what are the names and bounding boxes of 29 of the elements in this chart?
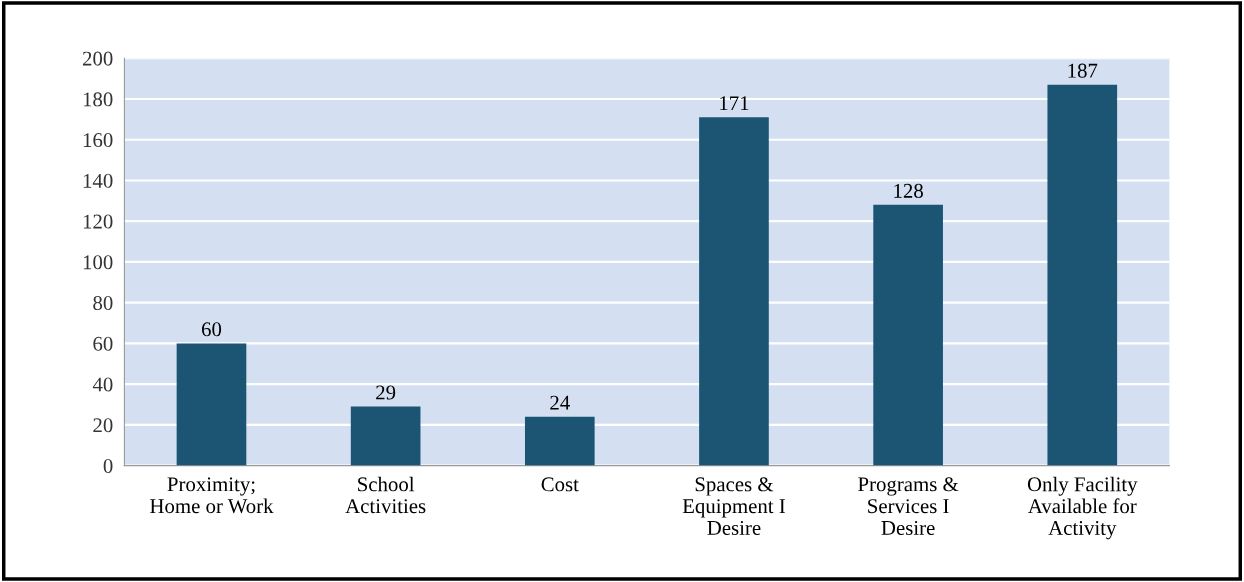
bar <box>873 204 943 466</box>
y-tick-label: 20 <box>93 418 113 433</box>
x-tick-label: Proximity; Home or Work <box>150 477 274 514</box>
bar <box>699 117 769 466</box>
y-tick-label: 120 <box>83 214 113 229</box>
data-label: 29 <box>376 385 396 400</box>
y-tick-label: 40 <box>92 377 113 392</box>
x-tick-label: Spaces & Equipment I Desire <box>682 477 786 535</box>
bar <box>524 416 595 466</box>
bar <box>350 406 421 466</box>
y-tick-label: 60 <box>93 336 113 351</box>
y-tick-label: 140 <box>83 173 113 188</box>
x-tick-label: Programs & Services I Desire <box>858 477 959 535</box>
data-label: 24 <box>550 395 570 410</box>
x-tick-label: Cost <box>541 477 579 492</box>
data-label: 171 <box>720 96 749 111</box>
data-label: 128 <box>894 183 923 198</box>
y-tick-label: 80 <box>93 296 113 311</box>
y-tick-label: 160 <box>83 133 113 148</box>
y-tick-label: 200 <box>82 51 113 66</box>
y-tick-label: 100 <box>83 255 113 270</box>
y-tick-label: 0 <box>103 458 113 474</box>
bar <box>1047 84 1118 466</box>
data-label: 187 <box>1068 63 1098 78</box>
x-tick-label: School Activities <box>345 476 426 514</box>
data-label: 60 <box>201 322 222 337</box>
bar <box>176 343 247 466</box>
x-tick-label: Only Facility Available for Activity <box>1027 476 1138 540</box>
y-tick-label: 180 <box>83 92 113 107</box>
